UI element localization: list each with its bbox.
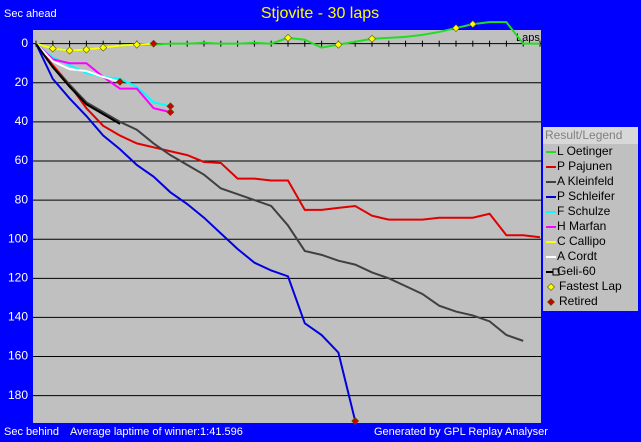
- fastest-lap-marker: [452, 24, 460, 32]
- fastest-lap-marker: [48, 44, 57, 53]
- legend-label: L Oetinger: [557, 144, 613, 158]
- legend-label: A Kleinfeld: [557, 174, 614, 188]
- series-line: [35, 43, 541, 239]
- y-tick-label: 0: [21, 36, 28, 50]
- fastest-lap-marker: [132, 40, 141, 49]
- legend-label: H Marfan: [557, 219, 606, 233]
- y-tick-label: 140: [8, 310, 28, 324]
- legend-fastest-lap-swatch: [547, 283, 555, 291]
- legend-title: Result/Legend: [545, 128, 622, 142]
- legend-label: P Pajunen: [557, 159, 612, 173]
- fastest-lap-marker: [334, 40, 343, 49]
- y-label-bottom: Sec behind: [4, 426, 59, 438]
- plot-area: [33, 30, 541, 423]
- y-tick-label: 20: [15, 75, 29, 89]
- legend-retired: Retired: [559, 294, 598, 308]
- series-line: [35, 43, 357, 422]
- footer-left: Average laptime of winner:1:41.596: [70, 426, 243, 438]
- footer-right: Generated by GPL Replay Analyser: [374, 426, 548, 438]
- series-line: [35, 42, 121, 83]
- y-tick-label: 180: [8, 388, 28, 402]
- y-tick-label: 80: [15, 192, 29, 206]
- y-tick-label: 160: [8, 349, 28, 363]
- fastest-lap-marker: [368, 34, 376, 43]
- series-line: [35, 43, 121, 125]
- retired-marker: [351, 417, 360, 425]
- fastest-lap-marker: [99, 43, 108, 52]
- legend-header: [543, 127, 638, 144]
- retired-marker: [116, 77, 124, 86]
- legend-swatch-marker: [552, 268, 560, 276]
- legend-label: C Callipo: [557, 234, 606, 248]
- series-line: [35, 43, 524, 342]
- y-tick-label: 40: [15, 114, 29, 128]
- y-tick-label: 120: [8, 270, 28, 284]
- fastest-lap-marker: [468, 20, 477, 29]
- legend-label: P Schleifer: [557, 189, 615, 203]
- legend-box: [543, 127, 638, 311]
- legend-label: Geli-60: [557, 264, 596, 278]
- retired-marker: [166, 108, 175, 117]
- legend-retired-swatch: [547, 298, 555, 306]
- fastest-lap-marker: [65, 46, 74, 55]
- fastest-lap-marker: [82, 45, 91, 54]
- y-label-top: Sec ahead: [4, 8, 57, 20]
- y-tick-label: 100: [8, 231, 28, 245]
- legend-label: F Schulze: [557, 204, 611, 218]
- legend-fastest-lap: Fastest Lap: [559, 279, 622, 293]
- y-tick-label: 60: [15, 153, 29, 167]
- retired-marker: [149, 39, 158, 48]
- legend-label: A Cordt: [557, 249, 598, 263]
- chart-title: Stjovite - 30 laps: [261, 5, 379, 22]
- fastest-lap-marker: [284, 33, 292, 42]
